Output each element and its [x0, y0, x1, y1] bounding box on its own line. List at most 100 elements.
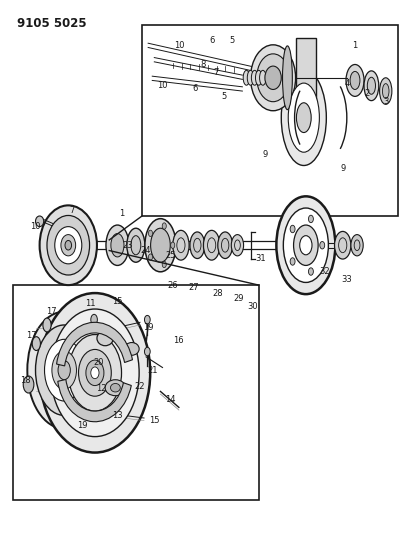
- Ellipse shape: [145, 219, 176, 272]
- Ellipse shape: [150, 228, 170, 262]
- Ellipse shape: [296, 103, 311, 133]
- Ellipse shape: [162, 223, 166, 229]
- Text: 10: 10: [157, 81, 168, 90]
- Text: 2: 2: [365, 89, 370, 98]
- Ellipse shape: [35, 325, 93, 415]
- Ellipse shape: [257, 54, 289, 102]
- Text: 9105 5025: 9105 5025: [17, 17, 87, 30]
- Text: 6: 6: [193, 84, 198, 93]
- Text: 30: 30: [247, 302, 258, 311]
- Ellipse shape: [380, 78, 392, 104]
- Ellipse shape: [190, 232, 205, 259]
- Text: 29: 29: [233, 294, 244, 303]
- Ellipse shape: [55, 227, 82, 264]
- Ellipse shape: [125, 343, 139, 356]
- Ellipse shape: [283, 208, 328, 282]
- Text: 20: 20: [94, 358, 104, 367]
- Text: 22: 22: [135, 382, 145, 391]
- Ellipse shape: [127, 228, 145, 262]
- Ellipse shape: [148, 230, 152, 237]
- Ellipse shape: [252, 70, 258, 85]
- Ellipse shape: [65, 240, 72, 250]
- Text: 10: 10: [173, 42, 184, 51]
- Ellipse shape: [276, 196, 335, 294]
- Ellipse shape: [35, 216, 44, 227]
- Ellipse shape: [52, 351, 76, 389]
- Text: 10: 10: [30, 222, 41, 231]
- Text: 26: 26: [167, 280, 178, 289]
- Ellipse shape: [218, 232, 233, 259]
- Text: 33: 33: [342, 275, 352, 284]
- Text: 7: 7: [70, 206, 75, 215]
- Ellipse shape: [39, 293, 150, 453]
- Text: 7: 7: [213, 68, 218, 77]
- Ellipse shape: [320, 241, 325, 249]
- Ellipse shape: [282, 46, 292, 110]
- Ellipse shape: [309, 268, 313, 275]
- Text: 32: 32: [319, 268, 330, 276]
- Wedge shape: [58, 379, 131, 422]
- Ellipse shape: [105, 379, 126, 395]
- Text: 8: 8: [201, 60, 206, 69]
- Text: 18: 18: [20, 376, 30, 385]
- Ellipse shape: [309, 215, 313, 223]
- Text: 21: 21: [147, 366, 157, 375]
- Ellipse shape: [27, 312, 101, 429]
- Ellipse shape: [290, 225, 295, 233]
- Ellipse shape: [290, 258, 295, 265]
- Ellipse shape: [43, 318, 51, 332]
- Ellipse shape: [260, 70, 266, 85]
- Ellipse shape: [61, 235, 76, 256]
- Text: 28: 28: [212, 288, 223, 297]
- Text: 15: 15: [112, 296, 123, 305]
- Ellipse shape: [351, 235, 363, 256]
- Polygon shape: [296, 38, 316, 115]
- Text: 9: 9: [262, 150, 268, 159]
- Bar: [142, 25, 398, 216]
- Ellipse shape: [171, 242, 175, 248]
- Ellipse shape: [367, 77, 376, 94]
- Ellipse shape: [32, 337, 40, 351]
- Text: 17: 17: [46, 307, 57, 316]
- Text: 19: 19: [77, 422, 88, 431]
- Ellipse shape: [44, 340, 84, 401]
- Ellipse shape: [145, 348, 150, 356]
- Text: 24: 24: [141, 246, 151, 255]
- Text: 1: 1: [119, 209, 124, 218]
- Ellipse shape: [58, 361, 70, 379]
- Text: 31: 31: [256, 254, 266, 263]
- Text: 14: 14: [166, 395, 176, 404]
- Ellipse shape: [51, 309, 139, 437]
- Ellipse shape: [106, 225, 129, 265]
- Ellipse shape: [203, 230, 220, 260]
- Text: 11: 11: [85, 299, 96, 308]
- Ellipse shape: [364, 71, 379, 101]
- Ellipse shape: [91, 367, 99, 378]
- Text: 23: 23: [122, 241, 133, 250]
- Text: 1: 1: [352, 42, 358, 51]
- Text: 17: 17: [26, 331, 37, 340]
- Bar: [13, 285, 259, 500]
- Ellipse shape: [39, 205, 97, 285]
- Text: 27: 27: [188, 283, 199, 292]
- Ellipse shape: [256, 70, 262, 85]
- Ellipse shape: [288, 83, 319, 152]
- Text: 16: 16: [173, 336, 184, 345]
- Ellipse shape: [111, 233, 124, 257]
- Ellipse shape: [68, 335, 122, 411]
- Ellipse shape: [346, 64, 364, 96]
- Ellipse shape: [383, 84, 389, 99]
- Ellipse shape: [251, 45, 296, 111]
- Ellipse shape: [91, 314, 97, 325]
- Text: 5: 5: [221, 92, 226, 101]
- Wedge shape: [57, 322, 132, 366]
- Text: 25: 25: [166, 252, 176, 260]
- Ellipse shape: [47, 215, 90, 275]
- Ellipse shape: [293, 225, 318, 265]
- Text: 4: 4: [344, 78, 349, 87]
- Ellipse shape: [335, 231, 351, 259]
- Ellipse shape: [86, 360, 104, 385]
- Ellipse shape: [162, 261, 166, 268]
- Ellipse shape: [145, 316, 150, 324]
- Ellipse shape: [247, 70, 254, 85]
